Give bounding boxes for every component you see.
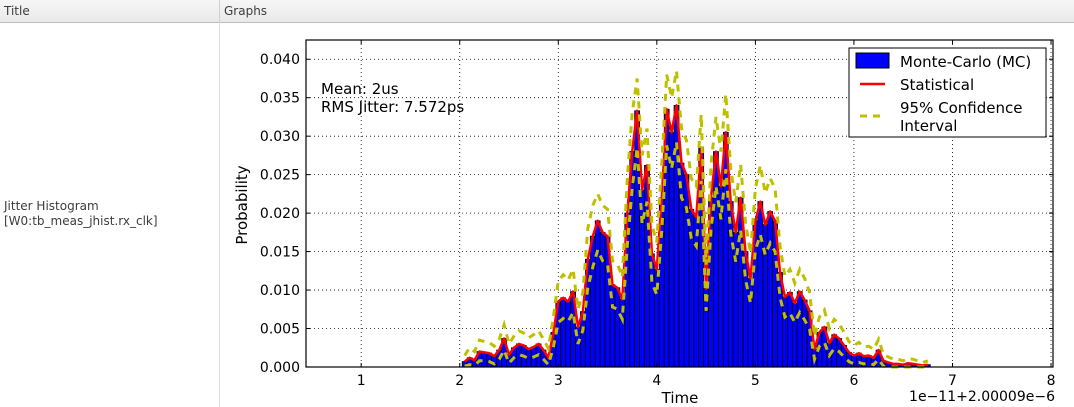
histogram-bar (614, 287, 621, 368)
histogram-bar (757, 201, 764, 368)
legend: Monte-Carlo (MC) Statistical 95% Confide… (848, 47, 1047, 138)
legend-swatch-mc (855, 52, 890, 69)
row-title-cell[interactable]: Jitter Histogram [W0:tb_meas_jhist.rx_cl… (4, 199, 214, 229)
histogram-bar (796, 291, 803, 368)
histogram-bar (742, 251, 749, 368)
histogram-bar (481, 351, 488, 368)
histogram-bar (594, 220, 601, 368)
row-title-line2: [W0:tb_meas_jhist.rx_clk] (4, 214, 158, 228)
y-axis-ticks: 0.000 0.005 0.010 0.015 0.020 0.025 0.030 0.035… (260, 52, 1053, 376)
histogram-bar (787, 291, 793, 368)
x-tick-label: 4 (652, 373, 661, 389)
legend-label-confidence: 95% Confidence (900, 99, 1022, 117)
confidence-lower-line (464, 142, 928, 369)
histogram-bar (713, 151, 719, 368)
statistical-line (463, 104, 929, 367)
confidence-upper-line (463, 70, 929, 364)
histogram-bar (683, 174, 690, 368)
histogram-bar (782, 296, 788, 368)
x-tick-label: 2 (455, 373, 464, 389)
y-tick-label: 0.035 (260, 91, 300, 107)
x-tick-label: 1 (357, 373, 366, 389)
x-tick-label: 8 (1047, 373, 1056, 389)
histogram-bar (649, 253, 655, 368)
histogram-bar (762, 224, 769, 368)
mean-annotation: Mean: 2us (321, 80, 399, 98)
y-tick-label: 0.030 (260, 129, 300, 145)
legend-label-confidence-line2: Interval (900, 117, 957, 135)
y-tick-label: 0.020 (260, 206, 300, 222)
x-offset-label: 1e−11+2.00009e−6 (909, 389, 1055, 405)
y-axis-label: Probability (233, 165, 251, 244)
y-tick-label: 0.025 (260, 168, 300, 184)
histogram-bar (693, 216, 700, 368)
histogram-bar (801, 299, 808, 368)
histogram-bar (678, 162, 685, 368)
histogram-bar (560, 297, 567, 368)
histogram-bar (565, 301, 572, 368)
column-header-graphs[interactable]: Graphs (224, 4, 268, 18)
histogram-bar (791, 302, 798, 368)
y-tick-label: 0.040 (260, 52, 300, 68)
x-tick-label: 3 (554, 373, 563, 389)
histogram-bar (525, 348, 532, 368)
y-tick-label: 0.015 (260, 245, 300, 261)
column-header-title[interactable]: Title (0, 0, 220, 22)
histogram-bar (767, 211, 774, 368)
table-header: Title Graphs (0, 0, 1074, 23)
row-title-line1: Jitter Histogram (4, 199, 99, 213)
rms-jitter-annotation: RMS Jitter: 7.572ps (321, 98, 464, 116)
histogram-bar (727, 201, 734, 368)
plot-frame (305, 39, 1054, 368)
x-tick-label: 5 (751, 373, 760, 389)
histogram-bar (599, 231, 606, 368)
legend-label-statistical: Statistical (900, 76, 974, 94)
y-tick-label: 0.010 (260, 283, 300, 299)
x-axis-label: Time (661, 389, 699, 407)
column-divider (219, 22, 220, 407)
x-tick-label: 6 (849, 373, 858, 389)
y-tick-label: 0.005 (260, 322, 300, 338)
y-tick-label: 0.000 (260, 360, 300, 376)
x-tick-label: 7 (948, 373, 957, 389)
legend-label-mc: Monte-Carlo (MC) (900, 53, 1031, 71)
x-axis-ticks: 1 2 3 4 5 6 7 8 (357, 40, 1056, 389)
